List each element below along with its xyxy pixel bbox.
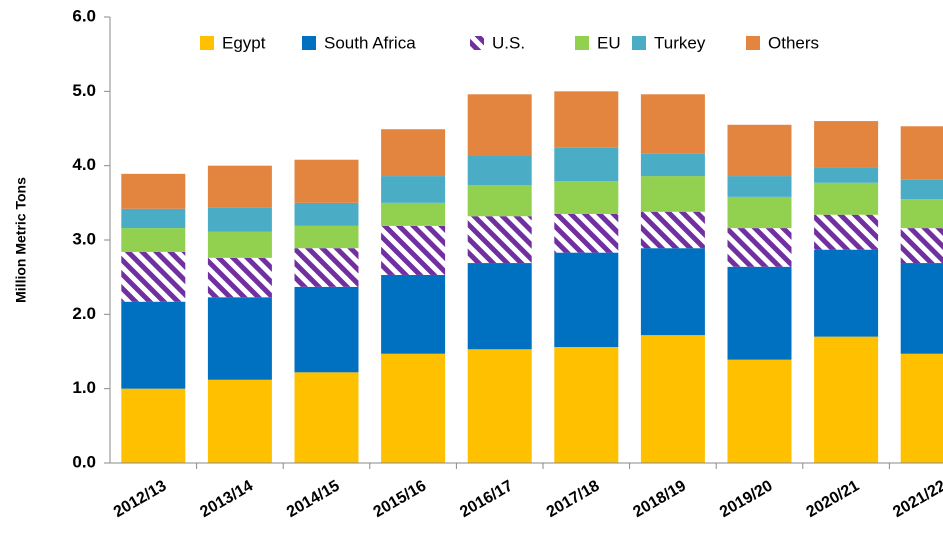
legend-swatch xyxy=(575,36,589,50)
bar-segment xyxy=(121,173,186,209)
y-axis-label: Million Metric Tons xyxy=(13,177,29,303)
bar-segment xyxy=(207,165,272,208)
x-tick-label: 2017/18 xyxy=(544,477,603,521)
y-tick-label: 1.0 xyxy=(72,378,96,397)
bar-segment xyxy=(294,286,359,373)
legend-swatch xyxy=(200,36,214,50)
y-tick-label: 2.0 xyxy=(72,304,96,323)
bar-segment xyxy=(121,228,186,252)
bar-segment xyxy=(554,252,619,348)
bar-segment xyxy=(640,211,705,249)
bar-segment xyxy=(381,353,446,463)
bar-segment xyxy=(121,208,186,229)
bar-segment xyxy=(467,94,532,157)
bar-segment xyxy=(381,274,446,354)
legend-label: Turkey xyxy=(654,33,706,52)
bar-segment xyxy=(207,207,272,232)
bar-segment xyxy=(207,257,272,298)
bar-segment xyxy=(640,335,705,463)
bar-segment xyxy=(640,153,705,177)
bar-segment xyxy=(554,147,619,182)
x-tick-label: 2012/13 xyxy=(111,477,170,521)
bar-segment xyxy=(207,379,272,463)
bar-segment xyxy=(381,225,446,275)
x-tick-label: 2014/15 xyxy=(284,477,343,521)
bar-segment xyxy=(381,202,446,226)
bar-segment xyxy=(554,213,619,253)
legend-swatch xyxy=(632,36,646,50)
bar-segment xyxy=(814,214,879,250)
legend-label: Others xyxy=(768,33,819,52)
bar-segment xyxy=(727,196,792,229)
legend-label: EU xyxy=(597,33,621,52)
bar-segment xyxy=(121,388,186,463)
bar-segment xyxy=(900,126,943,180)
x-tick-label: 2020/21 xyxy=(804,477,863,521)
x-tick-label: 2016/17 xyxy=(457,477,516,521)
bar-segment xyxy=(814,336,879,463)
bar-segment xyxy=(640,248,705,336)
bar-segment xyxy=(640,176,705,212)
y-tick-label: 4.0 xyxy=(72,155,96,174)
legend-label: South Africa xyxy=(324,33,416,52)
x-tick-label: 2018/19 xyxy=(630,477,689,521)
bar-segment xyxy=(900,228,943,264)
bar-segment xyxy=(207,297,272,380)
y-tick-label: 0.0 xyxy=(72,452,96,471)
bar-segment xyxy=(467,184,532,217)
bar-segment xyxy=(381,176,446,203)
bar-segment xyxy=(900,263,943,354)
legend-swatch xyxy=(746,36,760,50)
bar-segment xyxy=(814,249,879,337)
bar-segment xyxy=(554,347,619,463)
bar-segment xyxy=(814,121,879,168)
bar-segment xyxy=(727,176,792,197)
bar-segment xyxy=(900,353,943,463)
legend-swatch xyxy=(470,36,484,50)
bar-segment xyxy=(294,159,359,203)
bar-segment xyxy=(294,248,359,287)
legend-swatch xyxy=(302,36,316,50)
bar-segment xyxy=(467,216,532,264)
bar-segment xyxy=(381,129,446,177)
bar-segment xyxy=(294,225,359,249)
x-tick-label: 2013/14 xyxy=(197,477,256,521)
bar-segment xyxy=(814,167,879,183)
y-tick-label: 3.0 xyxy=(72,229,96,248)
bar-segment xyxy=(727,359,792,463)
bar-segment xyxy=(727,124,792,177)
bar-segment xyxy=(467,156,532,185)
x-tick-label: 2015/16 xyxy=(371,477,430,521)
bar-segment xyxy=(467,263,532,350)
bar-segment xyxy=(727,228,792,267)
bar-segment xyxy=(294,372,359,463)
legend-label: Egypt xyxy=(222,33,266,52)
bar-segment xyxy=(467,349,532,463)
x-tick-label: 2021/22 xyxy=(890,477,943,521)
y-tick-label: 5.0 xyxy=(72,81,96,100)
bar-segment xyxy=(121,301,186,389)
bar-segment xyxy=(294,202,359,226)
bar-segment xyxy=(640,94,705,154)
bar-segment xyxy=(814,182,879,215)
legend-label: U.S. xyxy=(492,33,525,52)
bar-segment xyxy=(727,266,792,360)
x-tick-label: 2019/20 xyxy=(717,477,776,521)
bar-segment xyxy=(900,179,943,200)
bar-segment xyxy=(900,199,943,229)
bar-segment xyxy=(207,231,272,258)
bar-segment xyxy=(554,91,619,148)
bar-segment xyxy=(121,251,186,302)
y-tick-label: 6.0 xyxy=(72,6,96,25)
bar-segment xyxy=(554,181,619,214)
